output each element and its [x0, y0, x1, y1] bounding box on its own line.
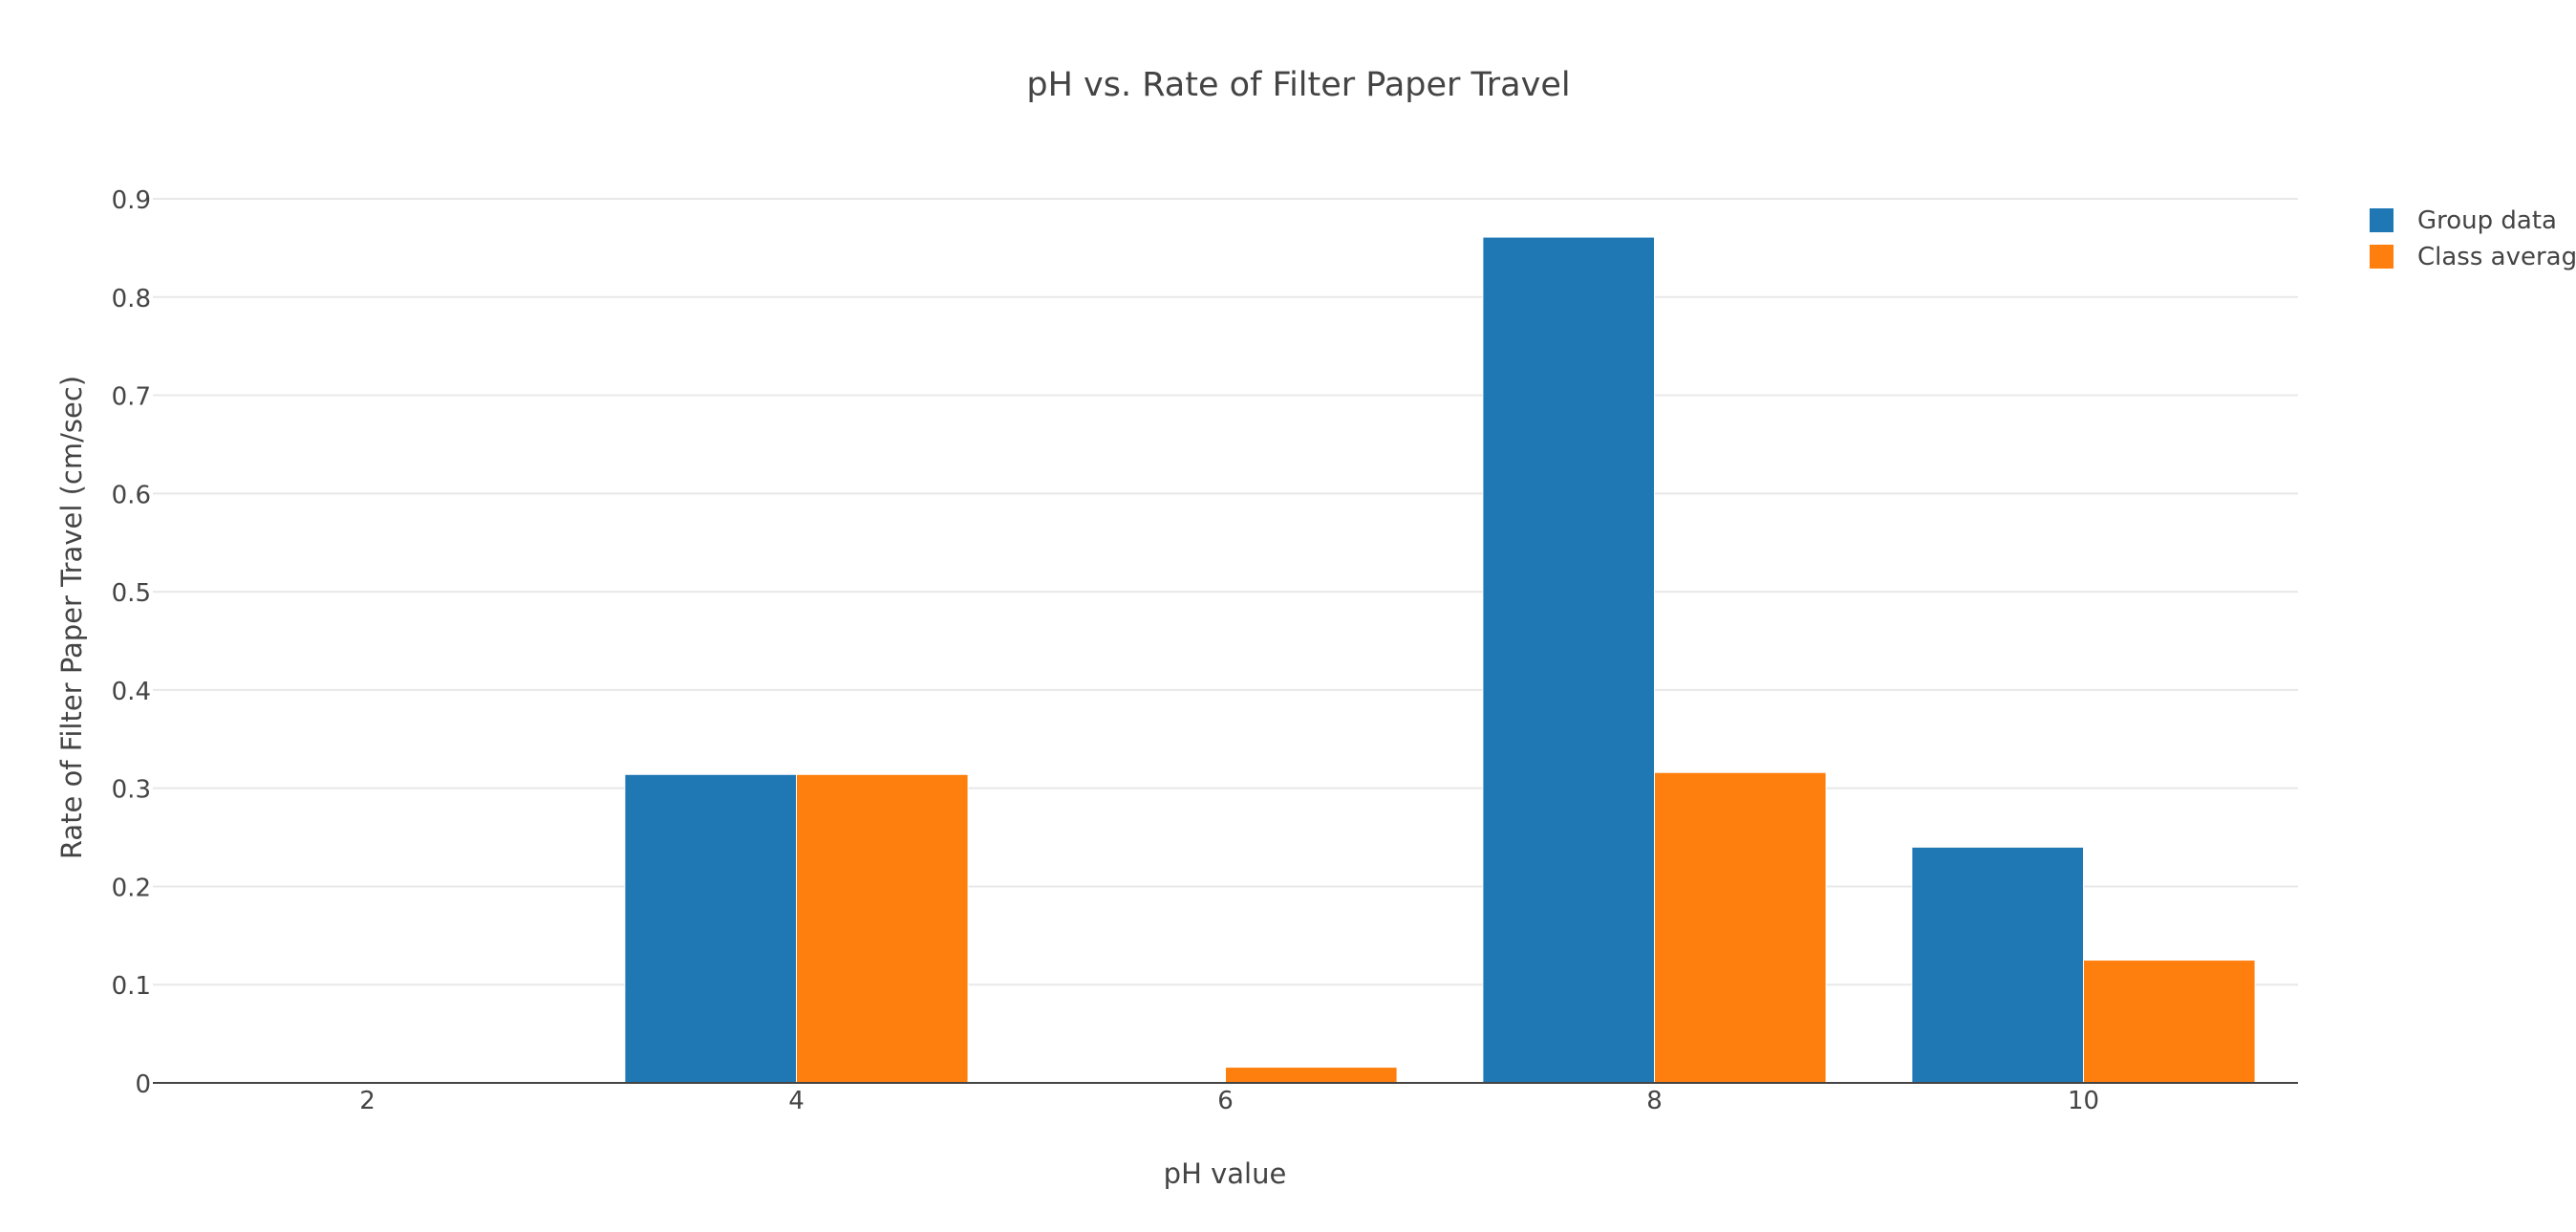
- gridlines: [153, 198, 2298, 986]
- bar: [2083, 960, 2256, 1084]
- y-axis-title: Rate of Filter Paper Travel (cm/sec): [55, 376, 88, 859]
- y-tick-label: 0: [135, 1070, 151, 1099]
- legend-label: Group data: [2417, 206, 2557, 235]
- x-tick-label: 6: [1217, 1087, 1234, 1115]
- legend: Group data Class average: [2370, 206, 2576, 271]
- bar: [1911, 846, 2085, 1084]
- x-tick-label: 4: [788, 1087, 805, 1115]
- x-tick-label: 8: [1646, 1087, 1663, 1115]
- x-tick-label: 2: [359, 1087, 376, 1115]
- bar: [796, 773, 969, 1084]
- legend-label: Class average: [2417, 243, 2576, 271]
- chart-title: pH vs. Rate of Filter Paper Travel: [1026, 66, 1570, 104]
- bars: [624, 236, 2256, 1084]
- y-tick-label: 0.8: [112, 285, 151, 313]
- bar: [1482, 236, 1656, 1084]
- y-axis-ticks: 0 0.1 0.2 0.3 0.4 0.5 0.6 0.7 0.8 0.9: [112, 186, 151, 1099]
- x-axis-ticks: 2 4 6 8 10: [359, 1087, 2099, 1115]
- x-tick-label: 10: [2068, 1087, 2099, 1115]
- bar: [624, 773, 798, 1084]
- y-tick-label: 0.5: [112, 579, 151, 608]
- legend-swatch: [2370, 245, 2394, 269]
- legend-swatch: [2370, 208, 2394, 232]
- y-tick-label: 0.7: [112, 383, 151, 412]
- x-axis-title: pH value: [1164, 1157, 1287, 1190]
- y-tick-label: 0.2: [112, 874, 151, 902]
- y-tick-label: 0.3: [112, 776, 151, 805]
- bar: [1654, 771, 1827, 1084]
- y-tick-label: 0.6: [112, 481, 151, 509]
- y-tick-label: 0.4: [112, 678, 151, 706]
- y-tick-label: 0.9: [112, 186, 151, 215]
- y-tick-label: 0.1: [112, 972, 151, 1001]
- bar: [1225, 1067, 1398, 1084]
